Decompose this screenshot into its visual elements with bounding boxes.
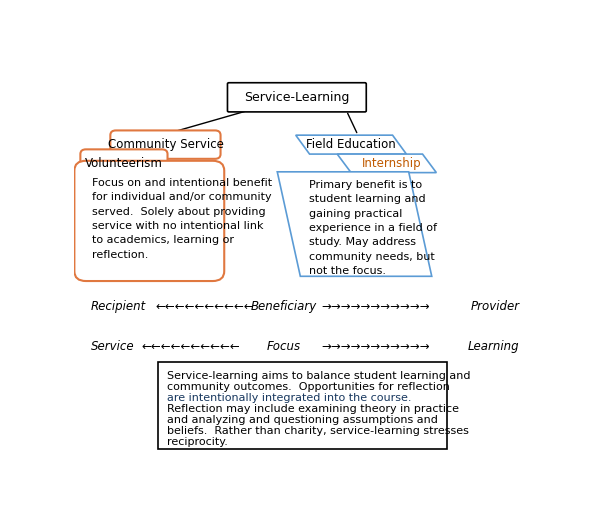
Polygon shape [277,172,432,276]
Text: Provider: Provider [470,300,519,313]
Polygon shape [337,154,436,173]
Polygon shape [296,135,406,154]
Text: ←←←←←←←←←←: ←←←←←←←←←← [155,300,254,313]
Text: community outcomes.  Opportunities for reflection: community outcomes. Opportunities for re… [167,382,449,392]
Text: →→→→→→→→→→→: →→→→→→→→→→→ [321,300,430,313]
Text: Reflection may include examining theory in practice: Reflection may include examining theory … [167,404,459,414]
FancyBboxPatch shape [110,131,221,159]
Text: reciprocity.: reciprocity. [167,437,227,447]
Text: Learning: Learning [468,339,519,353]
Text: Service-learning aims to balance student learning and: Service-learning aims to balance student… [167,371,470,381]
Text: Beneficiary: Beneficiary [251,300,317,313]
Text: beliefs.  Rather than charity, service-learning stresses: beliefs. Rather than charity, service-le… [167,426,468,436]
Text: Internship: Internship [362,157,421,170]
FancyBboxPatch shape [158,362,447,449]
Text: Primary benefit is to
student learning and
gaining practical
experience in a fie: Primary benefit is to student learning a… [309,180,437,276]
Text: Community Service: Community Service [108,138,223,151]
Text: Service-Learning: Service-Learning [244,91,349,104]
Text: Field Education: Field Education [306,138,396,151]
Text: Focus: Focus [267,339,301,353]
FancyBboxPatch shape [227,83,367,112]
FancyBboxPatch shape [80,150,168,177]
Text: Recipient: Recipient [90,300,146,313]
Text: Service: Service [90,339,134,353]
Text: Focus on and intentional benefit
for individual and/or community
served.  Solely: Focus on and intentional benefit for ind… [92,178,272,260]
Text: ←←←←←←←←←←: ←←←←←←←←←← [141,339,240,353]
FancyBboxPatch shape [74,161,224,281]
Text: are intentionally integrated into the course.: are intentionally integrated into the co… [167,393,411,403]
Text: →→→→→→→→→→→: →→→→→→→→→→→ [321,339,430,353]
Text: Volunteerism: Volunteerism [85,157,163,170]
Text: and analyzing and questioning assumptions and: and analyzing and questioning assumption… [167,415,437,425]
